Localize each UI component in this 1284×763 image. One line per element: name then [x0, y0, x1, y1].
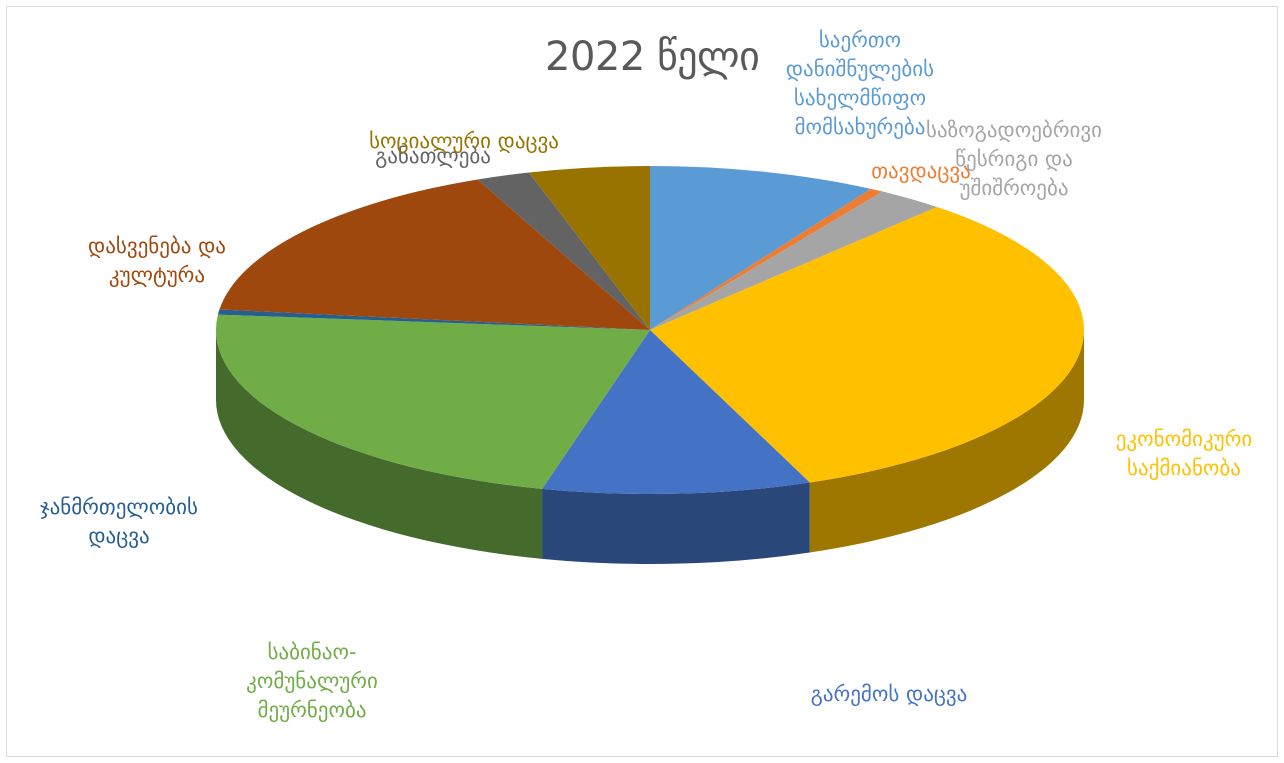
data-label-general-public-services: საერთო დანიშნულების სახელმწიფო მომსახურე… [785, 28, 935, 139]
pie-slice-0 [650, 166, 871, 330]
pie-side-5 [216, 330, 543, 559]
pie-slice-5 [215, 314, 650, 489]
data-label-social-protection: სოციალური დაცვა [369, 129, 559, 153]
chart-title: 2022 წელი [545, 34, 760, 80]
data-label-public-order-safety: საზოგადოებრივი წესრიგი და უშიშროება [926, 118, 1102, 200]
pie-slice-7 [219, 179, 650, 330]
pie-slice-8 [477, 172, 650, 330]
pie-tops [215, 166, 1084, 494]
data-label-economic-affairs: ეკონომიკური საქმიანობა [1115, 427, 1253, 480]
pie-side-4 [542, 482, 810, 564]
pie-slice-9 [528, 166, 650, 330]
data-label-health: ჯანმრთელობის დაცვა [40, 495, 198, 548]
pie-slice-2 [650, 191, 938, 330]
pie-sides [216, 330, 1084, 564]
data-label-defence: თავდაცვა [871, 159, 971, 183]
pie-side-3 [809, 330, 1084, 553]
data-label-education: განათლება [375, 144, 491, 168]
data-label-recreation-culture: დასვენება და კულტურა [88, 234, 226, 287]
pie-slice-6 [217, 309, 651, 330]
pie-slice-1 [650, 188, 883, 330]
pie-slice-3 [650, 206, 1084, 483]
data-label-housing-community: საბინაო- კომუნალური მეურნეობა [246, 640, 378, 722]
pie-slice-4 [542, 330, 810, 494]
data-label-environmental-protection: გარემოს დაცვა [810, 682, 968, 706]
